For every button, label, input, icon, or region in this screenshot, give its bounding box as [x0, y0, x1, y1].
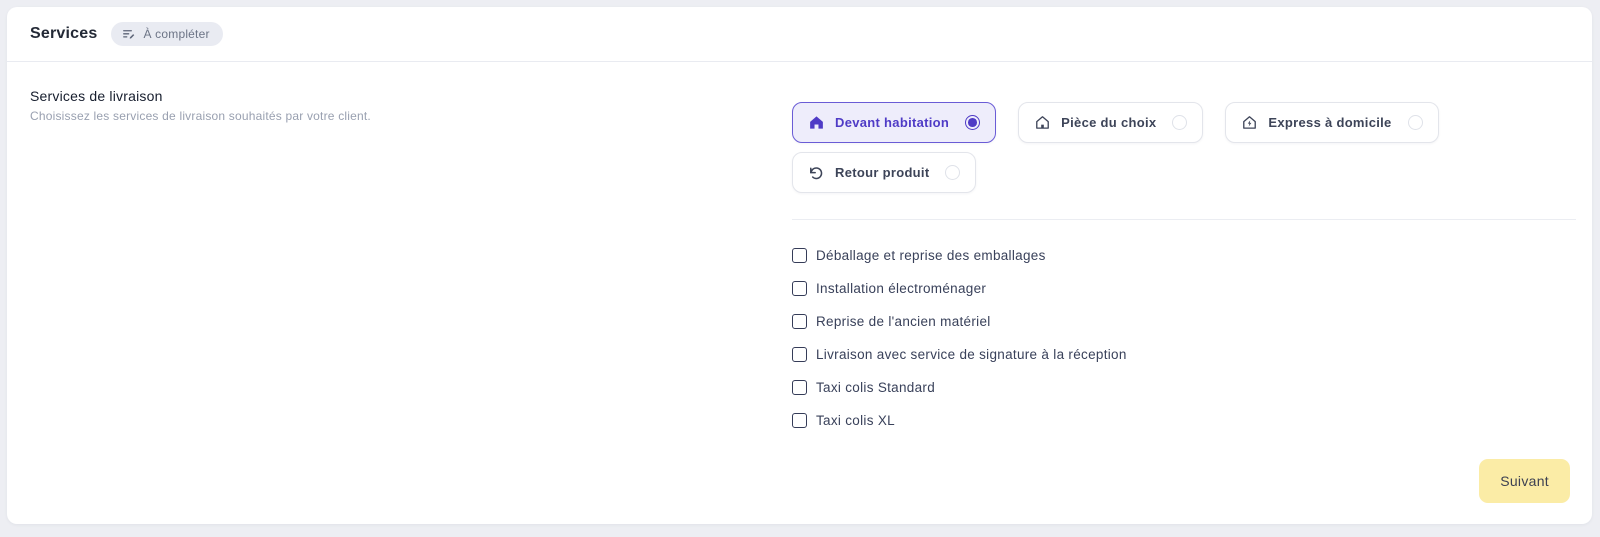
extra-services-list: Déballage et reprise des emballages Insta… — [792, 248, 1576, 428]
house-filled-icon — [809, 115, 824, 130]
delivery-options-group: Devant habitation Pièce du choix Express à… — [792, 102, 1576, 193]
checkbox[interactable] — [792, 413, 807, 428]
panel-content: Services de livraison Choisissez les ser… — [7, 62, 1592, 446]
checkbox-label: Taxi colis Standard — [816, 380, 936, 395]
section-title: Services de livraison — [30, 88, 163, 104]
service-checkbox-row-taxi-colis-xl[interactable]: Taxi colis XL — [792, 413, 1576, 428]
radio-indicator — [965, 115, 981, 130]
status-badge-label: À compléter — [143, 27, 210, 41]
divider — [792, 219, 1576, 220]
service-checkbox-row-installation-electromenager[interactable]: Installation électroménager — [792, 281, 1576, 296]
edit-list-icon — [122, 27, 136, 41]
delivery-option-label: Pièce du choix — [1061, 115, 1157, 130]
next-button[interactable]: Suivant — [1479, 459, 1570, 503]
delivery-option-label: Retour produit — [835, 165, 930, 180]
delivery-option-piece-du-choix[interactable]: Pièce du choix — [1018, 102, 1204, 143]
rotate-ccw-icon — [809, 165, 824, 180]
checkbox-label: Taxi colis XL — [816, 413, 895, 428]
radio-indicator — [945, 165, 961, 180]
services-panel: Services À compléter Services de livrais… — [7, 7, 1592, 524]
checkbox-label: Déballage et reprise des emballages — [816, 248, 1046, 263]
delivery-option-express-a-domicile[interactable]: Express à domicile — [1225, 102, 1439, 143]
delivery-option-label: Express à domicile — [1268, 115, 1392, 130]
service-checkbox-row-reprise-de-l-ancien-materiel[interactable]: Reprise de l'ancien matériel — [792, 314, 1576, 329]
delivery-option-devant-habitation[interactable]: Devant habitation — [792, 102, 997, 143]
delivery-option-retour-produit[interactable]: Retour produit — [792, 152, 977, 193]
house-bolt-icon — [1242, 115, 1257, 130]
page-title: Services — [30, 25, 98, 42]
checkbox[interactable] — [792, 248, 807, 263]
checkbox[interactable] — [792, 380, 807, 395]
section-subtitle: Choisissez les services de livraison sou… — [30, 109, 371, 123]
panel-header: Services À compléter — [7, 7, 1592, 62]
radio-indicator — [1172, 115, 1188, 130]
checkbox[interactable] — [792, 314, 807, 329]
checkbox-label: Reprise de l'ancien matériel — [816, 314, 991, 329]
delivery-option-label: Devant habitation — [835, 115, 950, 130]
checkbox[interactable] — [792, 347, 807, 362]
service-checkbox-row-deballage-et-reprise-des-emballages[interactable]: Déballage et reprise des emballages — [792, 248, 1576, 263]
checkbox-label: Livraison avec service de signature à la… — [816, 347, 1127, 362]
delivery-form: Devant habitation Pièce du choix Express à… — [792, 88, 1576, 446]
house-door-icon — [1035, 115, 1050, 130]
checkbox[interactable] — [792, 281, 807, 296]
radio-indicator — [1407, 115, 1423, 130]
section-intro: Services de livraison Choisissez les ser… — [30, 88, 792, 446]
status-badge: À compléter — [111, 22, 223, 46]
service-checkbox-row-taxi-colis-standard[interactable]: Taxi colis Standard — [792, 380, 1576, 395]
service-checkbox-row-livraison-avec-service-de-signature-a-la-reception[interactable]: Livraison avec service de signature à la… — [792, 347, 1576, 362]
checkbox-label: Installation électroménager — [816, 281, 987, 296]
